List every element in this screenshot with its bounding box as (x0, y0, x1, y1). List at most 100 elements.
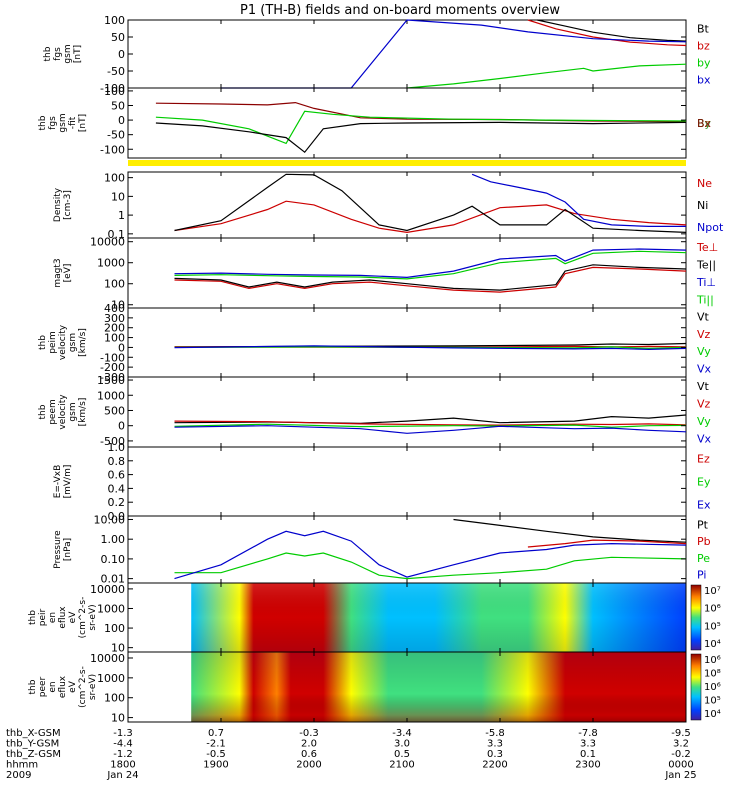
panel-pressure-legend-pe: Pe (697, 552, 710, 565)
panel-fgs2-ytick-label: -100 (100, 143, 125, 156)
spectrogram-electron_spec-ylabel-line: peer (38, 676, 48, 697)
panel-electron_velocity-series-vx (174, 425, 687, 434)
footer-value: 0.7 (208, 728, 224, 739)
panel-ion_velocity-ylabel-line: [km/s] (78, 328, 88, 357)
footer-label: hhmm (6, 760, 38, 771)
panel-fgs2-ylabel-line: -fit (68, 116, 78, 129)
panel-fgs-ylabel-line: gsm (63, 44, 73, 63)
spectrogram-electron_spec-ytick-label: 1000 (97, 672, 125, 685)
footer-label: thb_X-GSM (6, 728, 61, 739)
panel-temperature-series-te (174, 266, 687, 293)
panel-efield-legend-ey: Ey (697, 476, 711, 489)
footer-value: 0.1 (580, 749, 596, 760)
panel-pressure-ytick-label: 1.00 (101, 533, 126, 546)
spectrogram-electron_spec-ytick-label: 100 (104, 692, 125, 705)
footer-value: Jan 25 (664, 770, 696, 781)
panel-density-ylabel-line: [cm-3] (63, 190, 73, 220)
footer-value: -3.4 (392, 728, 412, 739)
panel-pressure-series-pb (527, 539, 687, 548)
panel-ion_velocity-ytick-label: 400 (104, 302, 125, 315)
spectrogram-electron_spec-colorbar-label: 10⁸ (704, 669, 721, 680)
panel-fgs2-ytick-label: 0 (118, 114, 125, 127)
panel-density-legend-ne: Ne (697, 177, 712, 190)
spectrogram-ion_spec-ytick-label: 10000 (90, 583, 125, 596)
panel-density-ylabel-line: Density (53, 187, 63, 222)
panel-temperature-legend-ti: Ti⊥ (696, 276, 716, 289)
footer-value: 1900 (203, 760, 228, 771)
panel-fgs-ylabel-line: thb (43, 46, 53, 61)
panel-temperature-series-te (174, 264, 687, 291)
panel-electron_velocity-ylabel-line: [km/s] (78, 398, 88, 427)
panel-density-ytick-label: 0.1 (108, 228, 126, 241)
spectrogram-ion_spec-ylabel-line: (cm^2-s- (78, 597, 88, 639)
panel-efield-legend-ez: Ez (697, 453, 710, 466)
spectrogram-electron_spec-ytick-label: 10000 (90, 652, 125, 665)
panel-fgs2-ylabel-line: gsm (58, 113, 68, 132)
panel-fgs2-legend-bz: Bz (697, 117, 711, 130)
spectrogram-ion_spec-ytick-label: 10 (111, 642, 125, 655)
panel-fgs2-series-bx (155, 121, 687, 154)
spectrogram-ion_spec-ytick-label: 100 (104, 622, 125, 635)
panel-ion_velocity-frame (127, 307, 687, 378)
panel-electron_velocity-ytick-label: -500 (100, 435, 125, 448)
panel-pressure-legend-pi: Pi (697, 569, 706, 582)
footer-value: -4.4 (113, 739, 133, 750)
panel-density-legend-npot: Npot (697, 221, 724, 234)
panel-density-ytick-label: 100 (104, 172, 125, 185)
panel-fgs2-ytick-label: -50 (107, 129, 125, 142)
spectrogram-ion_spec-colorbar-label: 10⁶ (704, 604, 721, 615)
panel-fgs-ylabel-line: fgs (53, 47, 63, 61)
panel-temperature-ytick-label: 10 (111, 299, 125, 312)
panel-electron_velocity-ylabel-line: velocity (58, 394, 68, 430)
footer-value: 3.3 (487, 739, 503, 750)
spectrogram-electron_spec-ylabel-line: eflux (58, 675, 68, 698)
footer-value: 2100 (389, 760, 414, 771)
panel-temperature-legend-ti: Ti|| (696, 293, 714, 306)
panel-fgs2-ytick-label: 100 (104, 85, 125, 98)
footer-value: -5.8 (485, 728, 505, 739)
panel-density-series-ne (174, 200, 687, 234)
panel-efield-ytick-label: 1.0 (108, 441, 126, 454)
panel-ion_velocity-legend-vt: Vt (697, 311, 710, 324)
panel-fgs2-legend-by: By (697, 117, 712, 130)
panel-electron_velocity-ylabel-line: peem (48, 399, 58, 425)
footer-value: 3.0 (394, 739, 410, 750)
panel-ion_velocity-ylabel-line: thb (38, 335, 48, 350)
panel-pressure-legend-pt: Pt (697, 518, 709, 531)
panel-electron_velocity-legend-vx: Vx (697, 432, 712, 445)
panel-efield-ylabel-line: [mV/m] (63, 465, 73, 499)
panel-fgs2-ytick-label: 50 (111, 100, 125, 113)
panel-electron_velocity-legend-vt: Vt (697, 380, 710, 393)
panel-temperature-ytick-label: 1000 (97, 257, 125, 270)
panel-electron_velocity-series-vz (174, 420, 687, 426)
panel-ion_velocity-series-vy (174, 346, 687, 350)
footer-label: 2009 (6, 770, 31, 781)
panel-fgs-ytick-label: -50 (107, 65, 125, 78)
panel-pressure-legend-pb: Pb (697, 535, 711, 548)
panel-efield-ytick-label: 0.8 (108, 455, 126, 468)
spectrogram-electron_spec-ylabel: thb peer en eflux eV (cm^2-s-sr-eV) (28, 666, 98, 708)
panel-temperature-ytick-label: 10000 (90, 236, 125, 249)
panel-fgs-legend-bx: bx (697, 74, 711, 87)
panel-ion_velocity-legend-vz: Vz (697, 328, 711, 341)
panel-electron_velocity-frame (127, 376, 687, 448)
panel-fgs2-ylabel-line: fgs (48, 116, 58, 130)
panel-temperature-ylabel-line: magt3 (53, 258, 63, 287)
spectrogram-ion_spec-ylabel-line: eV (68, 611, 78, 624)
panel-density-ylabel: Density [cm-3] (53, 187, 73, 222)
panel-pressure-ylabel-line: [nPa] (63, 538, 73, 561)
panel-fgs-legend-bz: bz (697, 40, 710, 53)
spectrogram-ion_spec-shade (191, 583, 687, 652)
panel-electron_velocity-legend-vy: Vy (697, 415, 711, 428)
footer-value: 0.6 (301, 749, 317, 760)
panel-pressure-ytick-label: 0.10 (101, 553, 126, 566)
footer-value: 3.3 (580, 739, 596, 750)
panel-efield-ytick-label: 0.6 (108, 469, 126, 482)
panel-ion_velocity-ytick-label: 100 (104, 332, 125, 345)
footer-value: -1.2 (113, 749, 133, 760)
panel-fgs-ytick-label: 100 (104, 14, 125, 27)
footer-label: thb_Y-GSM (6, 739, 59, 750)
